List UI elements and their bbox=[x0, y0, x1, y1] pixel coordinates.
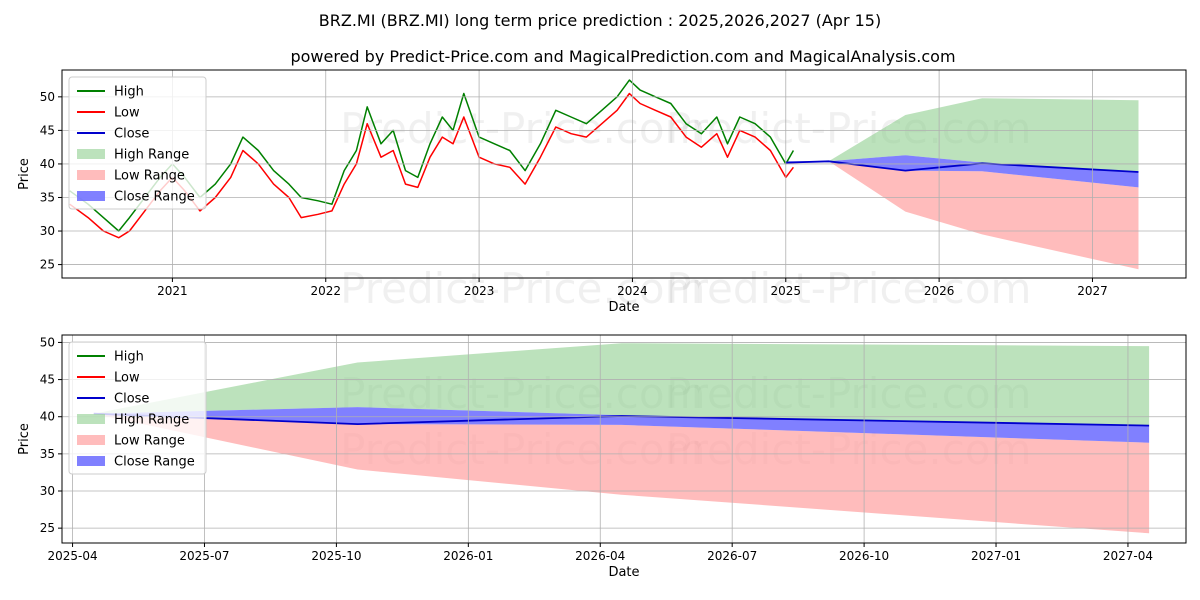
x-tick-label: 2021 bbox=[157, 284, 188, 298]
x-tick-label: 2027-01 bbox=[971, 549, 1021, 563]
chart-title: BRZ.MI (BRZ.MI) long term price predicti… bbox=[319, 11, 881, 30]
close-line bbox=[93, 412, 1150, 427]
high-range-band bbox=[785, 98, 1139, 172]
close-line bbox=[785, 160, 1139, 173]
plot-area bbox=[93, 343, 1150, 534]
y-tick-label: 30 bbox=[40, 484, 55, 498]
legend-label: Close bbox=[114, 392, 149, 407]
x-tick-label: 2023 bbox=[464, 284, 495, 298]
legend-label: High Range bbox=[114, 148, 189, 163]
x-tick-label: 2025-07 bbox=[179, 549, 229, 563]
x-tick-label: 2027 bbox=[1077, 284, 1108, 298]
x-tick-label: 2026-04 bbox=[575, 549, 625, 563]
legend-swatch bbox=[77, 456, 105, 466]
watermark-text: Predict-Price.com bbox=[340, 264, 705, 313]
legend: High Low Close High Range Low Range Close Ran… bbox=[68, 341, 207, 475]
legend-label: High Range bbox=[114, 413, 189, 428]
y-tick-label: 35 bbox=[40, 190, 55, 204]
legend-swatch bbox=[77, 170, 105, 180]
legend-swatch bbox=[77, 149, 105, 159]
y-tick-label: 50 bbox=[40, 335, 55, 349]
plot-frame bbox=[61, 334, 1187, 544]
y-tick-label: 25 bbox=[40, 521, 55, 535]
x-axis-label: Date bbox=[608, 565, 639, 580]
legend: High Low Close High Range Low Range Close Ran… bbox=[68, 76, 207, 210]
x-axis-label: Date bbox=[608, 300, 639, 315]
legend-label: Low Range bbox=[114, 169, 185, 184]
low-range-band bbox=[93, 413, 1150, 534]
x-tick-label: 2026-07 bbox=[707, 549, 757, 563]
y-axis-label: Price bbox=[17, 158, 32, 190]
legend-label: High bbox=[114, 350, 144, 365]
legend-label: High bbox=[114, 85, 144, 100]
x-tick-label: 2026-10 bbox=[839, 549, 889, 563]
plot-frame bbox=[61, 69, 1187, 279]
legend-label: Low bbox=[114, 106, 140, 121]
long-term-panel: Predict-Price.comPredict-Price.comPredic… bbox=[17, 69, 1187, 315]
x-tick-label: 2022 bbox=[310, 284, 341, 298]
y-tick-label: 25 bbox=[40, 258, 55, 272]
y-tick-label: 45 bbox=[40, 123, 55, 137]
y-tick-label: 45 bbox=[40, 373, 55, 387]
x-tick-label: 2027-04 bbox=[1103, 549, 1153, 563]
x-tick-label: 2025-10 bbox=[311, 549, 361, 563]
legend-swatch bbox=[77, 435, 105, 445]
legend-label: Close Range bbox=[114, 190, 195, 205]
x-tick-label: 2024 bbox=[617, 284, 648, 298]
x-tick-label: 2026 bbox=[924, 284, 955, 298]
legend-label: Low bbox=[114, 371, 140, 386]
x-tick-label: 2026-01 bbox=[443, 549, 493, 563]
y-axis-label: Price bbox=[17, 423, 32, 455]
forecast-panel: Predict-Price.comPredict-Price.comPredic… bbox=[17, 334, 1187, 580]
y-tick-label: 40 bbox=[40, 157, 55, 171]
close-range-band bbox=[785, 155, 1139, 188]
watermark-text: Predict-Price.com bbox=[340, 104, 705, 153]
close-range-band bbox=[93, 407, 1150, 443]
chart-subtitle: powered by Predict-Price.com and Magical… bbox=[290, 47, 955, 66]
y-tick-label: 50 bbox=[40, 90, 55, 104]
plot-area bbox=[69, 79, 1139, 270]
y-tick-label: 30 bbox=[40, 224, 55, 238]
x-tick-label: 2025 bbox=[771, 284, 802, 298]
legend-swatch bbox=[77, 191, 105, 201]
legend-label: Low Range bbox=[114, 434, 185, 449]
low-range-band bbox=[785, 161, 1139, 270]
legend-label: Close bbox=[114, 127, 149, 142]
y-tick-label: 40 bbox=[40, 410, 55, 424]
watermark-text: Predict-Price.com bbox=[666, 264, 1031, 313]
y-tick-label: 35 bbox=[40, 447, 55, 461]
legend-swatch bbox=[77, 414, 105, 424]
x-tick-label: 2025-04 bbox=[47, 549, 97, 563]
high-range-band bbox=[93, 343, 1150, 426]
legend-label: Close Range bbox=[114, 455, 195, 470]
